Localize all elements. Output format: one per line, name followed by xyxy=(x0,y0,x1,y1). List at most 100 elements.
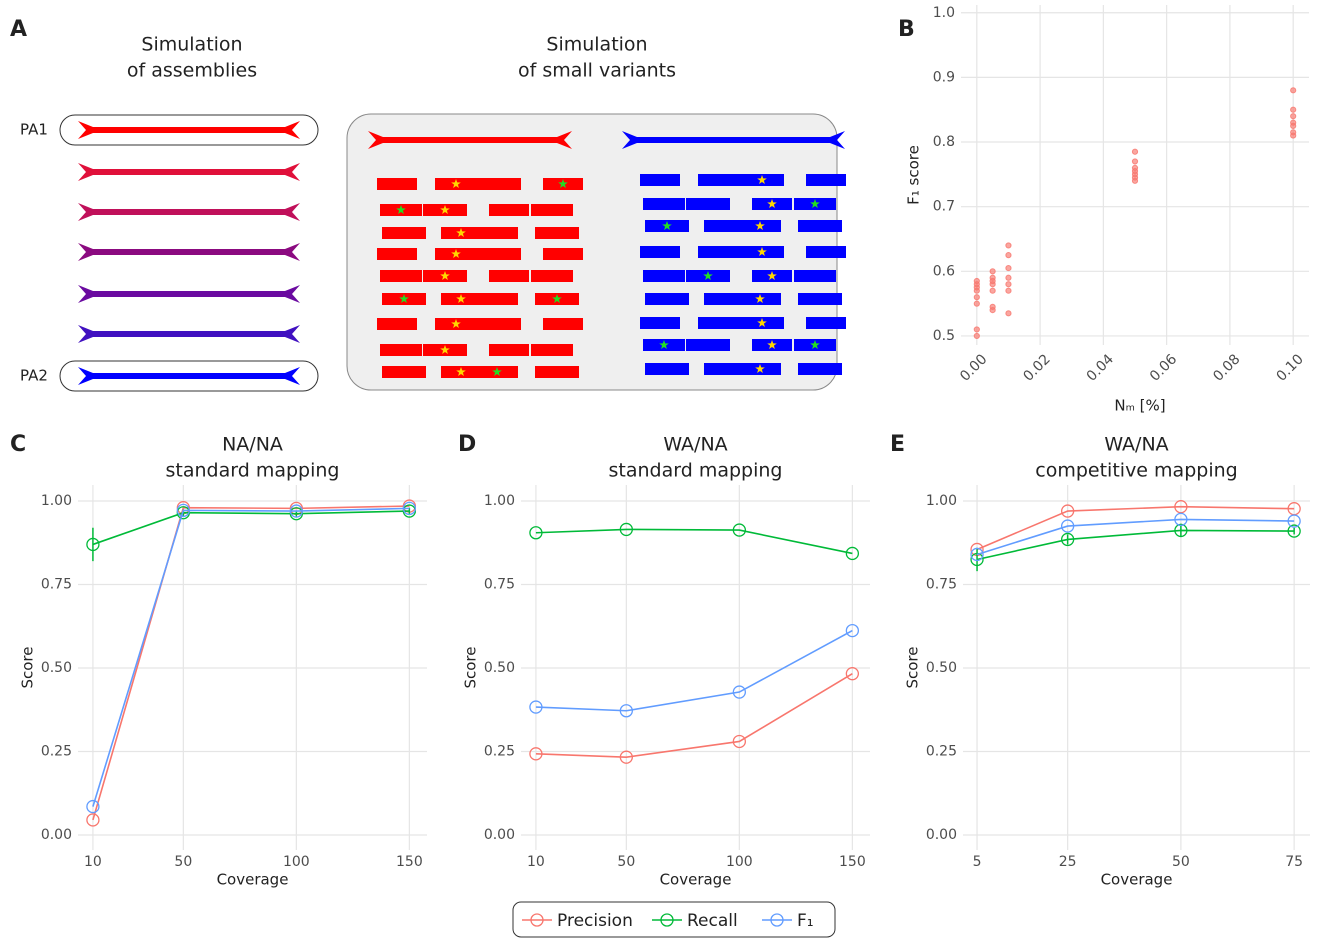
read xyxy=(686,339,730,351)
read xyxy=(476,227,518,239)
variant-star xyxy=(440,271,450,280)
strand xyxy=(78,325,300,343)
x-tick-label: 0.00 xyxy=(957,351,990,384)
point xyxy=(973,332,980,340)
chart-title: standard mapping xyxy=(166,460,340,482)
read xyxy=(698,317,740,329)
read xyxy=(704,363,744,375)
read xyxy=(535,227,579,239)
y-tick-label: 0.25 xyxy=(41,743,72,759)
read xyxy=(531,204,573,216)
read xyxy=(377,318,417,330)
point xyxy=(989,274,996,281)
read xyxy=(377,178,417,190)
x-tick-label: 0.04 xyxy=(1084,351,1117,384)
variant-star xyxy=(456,294,466,303)
marker xyxy=(86,813,100,827)
read xyxy=(489,270,529,282)
variant-star xyxy=(451,179,461,188)
panel-letter: C xyxy=(10,432,26,457)
variant-star xyxy=(440,205,450,214)
y-axis-title: F₁ score xyxy=(905,145,923,205)
read xyxy=(798,220,842,232)
variant-star xyxy=(703,271,713,280)
y-tick-label: 0.7 xyxy=(933,199,955,215)
point xyxy=(989,303,996,310)
y-tick-label: 0.00 xyxy=(926,827,957,843)
point xyxy=(1005,242,1012,249)
x-axis-title: Coverage xyxy=(660,871,732,889)
y-tick-label: 0.00 xyxy=(41,827,72,843)
variant-star xyxy=(399,294,409,303)
y-tick-label: 0.75 xyxy=(926,577,957,593)
marker xyxy=(845,667,860,681)
read xyxy=(806,174,846,186)
read xyxy=(698,174,740,186)
diagram-title: of assemblies xyxy=(127,60,257,82)
variant-star xyxy=(552,294,562,303)
variant-star xyxy=(755,364,765,373)
y-tick-label: 1.00 xyxy=(926,493,957,509)
point xyxy=(1131,164,1139,171)
x-axis-title: Coverage xyxy=(217,871,289,889)
x-tick-label: 25 xyxy=(1059,854,1077,870)
marker xyxy=(970,552,984,567)
pa-outline xyxy=(59,360,319,392)
read xyxy=(477,248,521,260)
point xyxy=(1290,113,1297,120)
x-tick-label: 0.08 xyxy=(1210,351,1243,384)
marker xyxy=(86,799,100,814)
read xyxy=(798,363,842,375)
point xyxy=(1131,158,1139,165)
read xyxy=(640,317,680,329)
read xyxy=(698,246,740,258)
read xyxy=(645,293,689,305)
series-line xyxy=(92,507,410,807)
point xyxy=(989,268,996,275)
read xyxy=(640,246,680,258)
variant-star xyxy=(755,221,765,230)
variant-star xyxy=(492,367,502,376)
x-axis-title: Nₘ [%] xyxy=(1114,397,1165,415)
panel-letter: B xyxy=(898,17,915,42)
read xyxy=(704,293,744,305)
read xyxy=(489,204,529,216)
y-tick-label: 0.00 xyxy=(484,827,515,843)
chart-title: competitive mapping xyxy=(1035,460,1237,482)
x-tick-label: 10 xyxy=(527,854,545,870)
chart-title: NA/NA xyxy=(222,434,283,456)
y-tick-label: 0.6 xyxy=(933,263,955,279)
read xyxy=(704,220,744,232)
x-tick-label: 150 xyxy=(396,854,423,870)
marker xyxy=(176,503,190,518)
read xyxy=(686,198,730,210)
chart-title: WA/NA xyxy=(663,434,727,456)
point xyxy=(1290,87,1297,94)
y-tick-label: 0.25 xyxy=(484,743,515,759)
y-tick-label: 0.8 xyxy=(933,134,955,150)
panel-letter: A xyxy=(10,17,27,42)
marker xyxy=(845,623,860,638)
variant-star xyxy=(810,199,820,208)
x-axis-title: Coverage xyxy=(1101,871,1173,889)
series-line xyxy=(535,672,853,758)
read xyxy=(543,248,583,260)
read xyxy=(531,270,573,282)
panel-letter: D xyxy=(458,432,476,457)
marker xyxy=(1287,514,1301,528)
panel-letter: E xyxy=(890,432,905,457)
marker xyxy=(1060,532,1075,547)
strand xyxy=(78,163,300,181)
marker xyxy=(1174,500,1188,514)
variant-star xyxy=(767,271,777,280)
series-line xyxy=(976,505,1295,551)
marker xyxy=(732,523,747,537)
chart-title: WA/NA xyxy=(1104,434,1168,456)
marker xyxy=(529,700,543,714)
legend-marker xyxy=(660,913,674,927)
read xyxy=(477,318,521,330)
y-axis-title: Score xyxy=(904,646,922,688)
x-tick-label: 0.10 xyxy=(1273,351,1306,384)
variant-star xyxy=(451,249,461,258)
